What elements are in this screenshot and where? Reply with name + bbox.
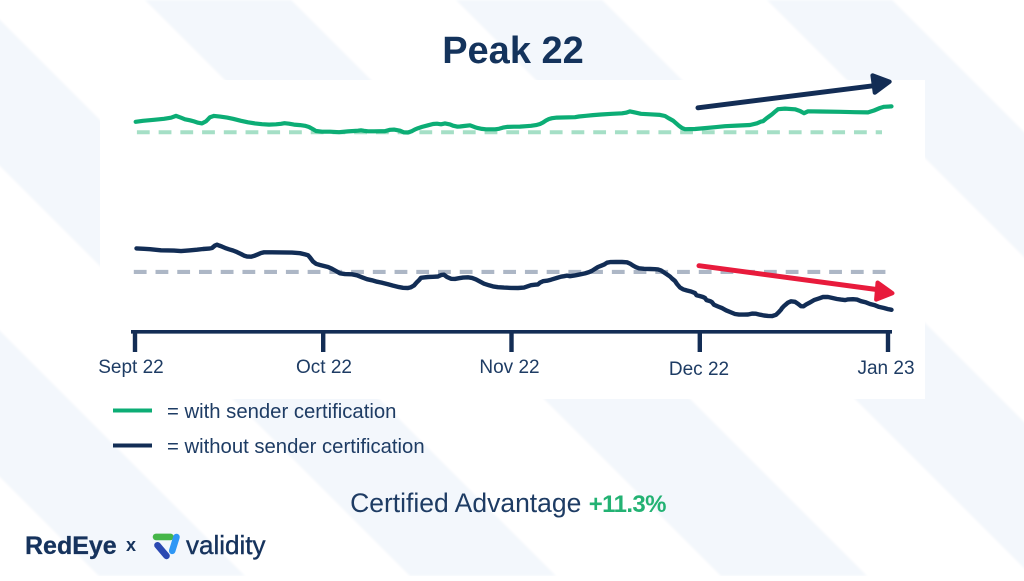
svg-text:Certified Advantage +11.3%: Certified Advantage +11.3% [350, 488, 666, 518]
svg-text:Nov 22: Nov 22 [479, 357, 539, 378]
svg-text:x: x [126, 535, 136, 555]
svg-text:Jan 23: Jan 23 [857, 358, 914, 379]
svg-text:Dec 22: Dec 22 [669, 359, 729, 380]
svg-text:Oct 22: Oct 22 [296, 357, 352, 378]
svg-text:RedEye: RedEye [25, 532, 117, 560]
svg-text:= without sender certification: = without sender certification [167, 436, 425, 458]
svg-text:= with sender certification: = with sender certification [167, 401, 396, 423]
svg-text:validity: validity [186, 530, 265, 560]
svg-text:Sept 22: Sept 22 [98, 357, 164, 378]
svg-text:Peak 22: Peak 22 [442, 30, 584, 72]
